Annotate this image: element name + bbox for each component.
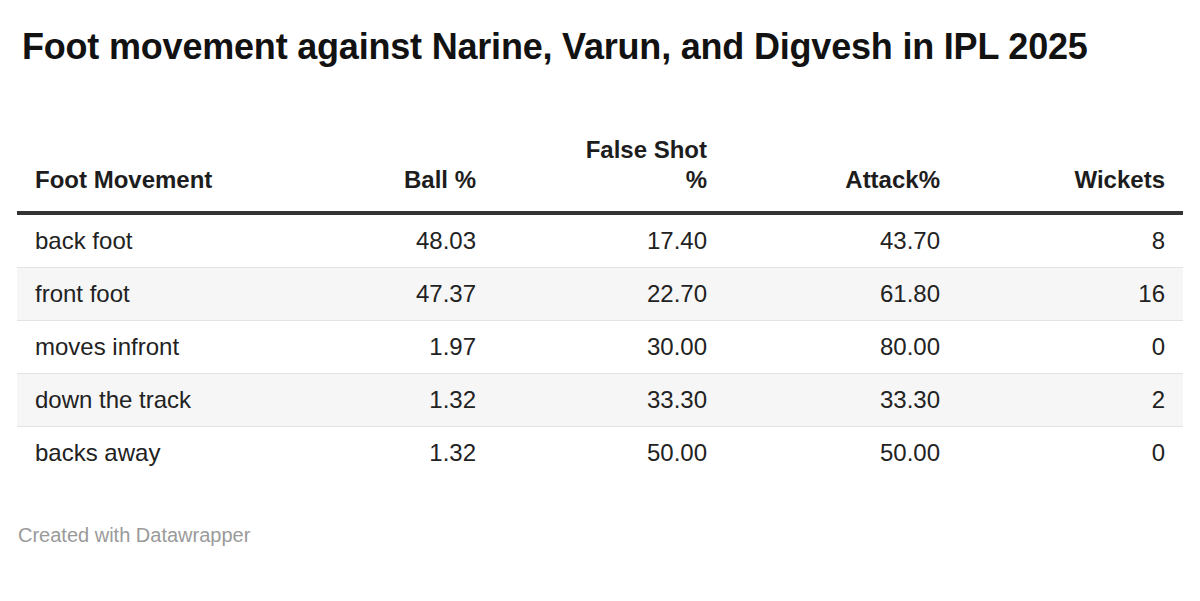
cell-wickets: 16: [958, 268, 1183, 321]
column-header-wickets: Wickets: [958, 131, 1183, 213]
cell-foot-movement: backs away: [17, 427, 287, 480]
column-header-ball-pct: Ball %: [287, 131, 494, 213]
table-row: moves infront 1.97 30.00 80.00 0: [17, 321, 1183, 374]
cell-ball-pct: 47.37: [287, 268, 494, 321]
table-row: back foot 48.03 17.40 43.70 8: [17, 213, 1183, 268]
cell-foot-movement: down the track: [17, 374, 287, 427]
column-header-foot-movement: Foot Movement: [17, 131, 287, 213]
cell-wickets: 2: [958, 374, 1183, 427]
cell-false-shot-pct: 17.40: [494, 213, 725, 268]
cell-false-shot-pct: 30.00: [494, 321, 725, 374]
cell-attack-pct: 50.00: [725, 427, 958, 480]
cell-wickets: 0: [958, 427, 1183, 480]
column-header-false-shot-pct: False Shot %: [494, 131, 725, 213]
cell-false-shot-pct: 33.30: [494, 374, 725, 427]
table-row: front foot 47.37 22.70 61.80 16: [17, 268, 1183, 321]
cell-wickets: 0: [958, 321, 1183, 374]
attribution: Created with Datawrapper: [18, 523, 1200, 547]
cell-foot-movement: front foot: [17, 268, 287, 321]
cell-attack-pct: 80.00: [725, 321, 958, 374]
cell-attack-pct: 33.30: [725, 374, 958, 427]
datawrapper-credit-link[interactable]: Created with Datawrapper: [18, 524, 250, 546]
cell-ball-pct: 1.32: [287, 427, 494, 480]
cell-false-shot-pct: 50.00: [494, 427, 725, 480]
datawrapper-table-chart: Foot movement against Narine, Varun, and…: [0, 0, 1200, 601]
cell-attack-pct: 43.70: [725, 213, 958, 268]
cell-foot-movement: moves infront: [17, 321, 287, 374]
header-row: Foot Movement Ball % False Shot % Attack…: [17, 131, 1183, 213]
table-row: backs away 1.32 50.00 50.00 0: [17, 427, 1183, 480]
column-header-false-shot-pct-label: False Shot %: [571, 135, 707, 195]
cell-ball-pct: 1.32: [287, 374, 494, 427]
cell-attack-pct: 61.80: [725, 268, 958, 321]
column-header-attack-pct: Attack%: [725, 131, 958, 213]
cell-ball-pct: 1.97: [287, 321, 494, 374]
table-row: down the track 1.32 33.30 33.30 2: [17, 374, 1183, 427]
cell-false-shot-pct: 22.70: [494, 268, 725, 321]
cell-wickets: 8: [958, 213, 1183, 268]
cell-foot-movement: back foot: [17, 213, 287, 268]
cell-ball-pct: 48.03: [287, 213, 494, 268]
chart-title: Foot movement against Narine, Varun, and…: [0, 0, 1150, 69]
data-table: Foot Movement Ball % False Shot % Attack…: [17, 131, 1183, 479]
